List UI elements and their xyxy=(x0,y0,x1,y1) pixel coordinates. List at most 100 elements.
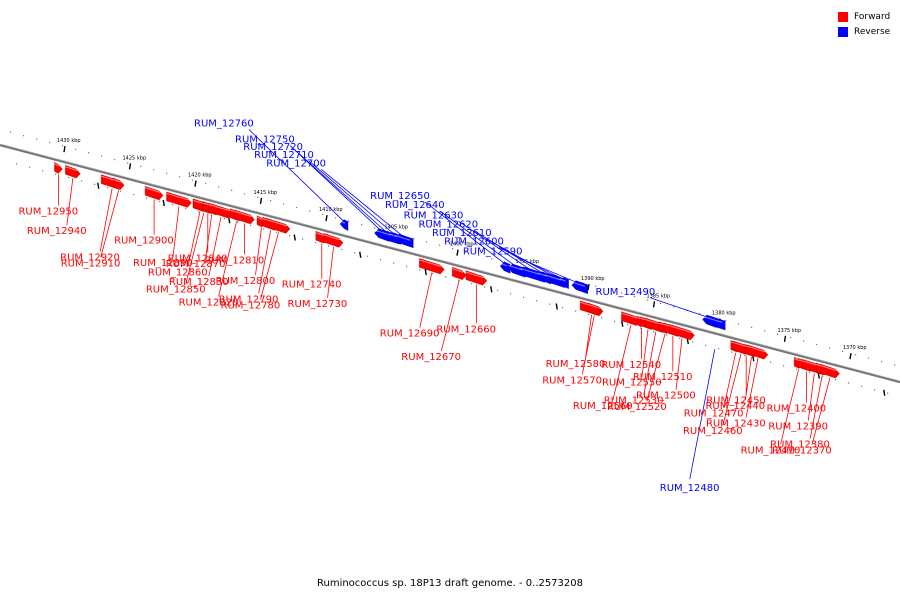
track-dot xyxy=(322,213,324,215)
tick-mark xyxy=(194,180,197,187)
track-dot xyxy=(790,337,792,339)
gene-label: RUM_12860 xyxy=(148,268,208,279)
track-dot xyxy=(374,227,376,229)
track-dot xyxy=(634,295,636,298)
track-dot xyxy=(783,365,785,367)
leader-line xyxy=(255,227,262,275)
track-dot xyxy=(471,283,473,285)
track-dot xyxy=(231,189,233,192)
tick-mark xyxy=(555,303,558,310)
gene-label: RUM_12710 xyxy=(254,150,314,161)
tick-label: 1420 kbp xyxy=(188,173,212,179)
track-dot xyxy=(283,203,285,205)
legend: Forward Reverse xyxy=(838,9,890,39)
leader-line xyxy=(811,377,831,445)
track-dot xyxy=(445,276,447,278)
gene-shine xyxy=(166,192,189,201)
gene-shine xyxy=(256,216,264,221)
tick-label: 1400 kbp xyxy=(450,242,474,248)
track-dot xyxy=(874,389,876,391)
leader-line xyxy=(321,169,405,238)
gene-label: RUM_12370 xyxy=(772,446,832,457)
track-dot xyxy=(101,155,103,157)
track-dot xyxy=(88,152,90,154)
track-dot xyxy=(439,244,441,246)
forward-gene xyxy=(266,218,291,234)
forward-gene xyxy=(166,191,192,208)
leader-line xyxy=(517,257,580,285)
track-dot xyxy=(36,138,38,140)
track-dot xyxy=(627,324,629,326)
track-dot xyxy=(660,302,662,304)
gene-label: RUM_12510 xyxy=(633,372,693,383)
track-dot xyxy=(621,292,623,294)
gene-label: RUM_12900 xyxy=(114,236,174,247)
gene-shine xyxy=(508,264,523,271)
genome-backbone xyxy=(0,143,900,384)
leader-line xyxy=(745,356,752,400)
track-dot xyxy=(10,131,12,133)
track-dot xyxy=(380,259,382,261)
gene-label: RUM_12550 xyxy=(602,378,662,389)
gene-label: RUM_12560 xyxy=(573,401,633,412)
gene-shine xyxy=(571,281,586,287)
leader-line xyxy=(187,211,201,267)
leader-line xyxy=(260,232,279,300)
track-dot xyxy=(666,334,668,336)
track-dot xyxy=(881,360,883,363)
track-dot xyxy=(107,187,109,189)
tick-mark xyxy=(490,286,493,293)
track-dot xyxy=(497,289,499,292)
tick-mark xyxy=(63,146,66,153)
track-dot xyxy=(465,251,467,253)
gene-shine xyxy=(339,220,346,224)
track-dot xyxy=(510,293,512,295)
leader-line xyxy=(172,206,180,258)
track-dot xyxy=(29,166,31,168)
track-dot xyxy=(562,306,564,309)
track-dot xyxy=(94,183,96,185)
track-dot xyxy=(640,327,642,329)
track-dot xyxy=(114,159,116,161)
track-dot xyxy=(809,372,811,374)
forward-gene xyxy=(113,177,125,190)
gene-label: RUM_12500 xyxy=(636,391,696,402)
gene-shine xyxy=(669,325,692,333)
gene-shine xyxy=(144,187,161,194)
gene-shine xyxy=(315,232,325,237)
track-dot xyxy=(185,207,187,209)
track-dot xyxy=(159,200,161,203)
tick-mark xyxy=(783,335,787,342)
tick-mark xyxy=(652,301,656,308)
leader-line xyxy=(327,246,334,298)
reverse-gene xyxy=(508,263,526,278)
gene-label: RUM_12650 xyxy=(370,191,430,202)
gene-label: RUM_12570 xyxy=(542,375,602,386)
leader-line xyxy=(424,201,506,265)
genome-backbone-highlight xyxy=(0,143,900,382)
gene-label: RUM_12390 xyxy=(768,421,828,432)
leader-line xyxy=(780,369,799,445)
forward-gene xyxy=(465,270,488,286)
track-dot xyxy=(419,269,421,271)
track-dot xyxy=(367,255,369,257)
track-dot xyxy=(816,343,818,346)
track-dot xyxy=(237,221,239,223)
tick-label: 1370 kbp xyxy=(843,345,867,351)
forward-gene xyxy=(323,233,344,248)
reverse-gene xyxy=(339,219,349,231)
legend-label-forward: Forward xyxy=(854,11,891,22)
track-dot xyxy=(393,262,395,264)
gene-label: RUM_12950 xyxy=(18,206,78,217)
gene-label: RUM_12470 xyxy=(684,409,744,420)
leader-line xyxy=(675,338,683,390)
leader-line xyxy=(641,329,649,377)
tick-mark xyxy=(456,249,459,256)
tick-label: 1380 kbp xyxy=(712,311,736,317)
track-dot xyxy=(777,333,779,335)
gene-label: RUM_12430 xyxy=(706,419,766,430)
gene-label: RUM_12810 xyxy=(204,255,264,266)
leader-line xyxy=(208,217,222,277)
reverse-gene xyxy=(559,277,569,289)
